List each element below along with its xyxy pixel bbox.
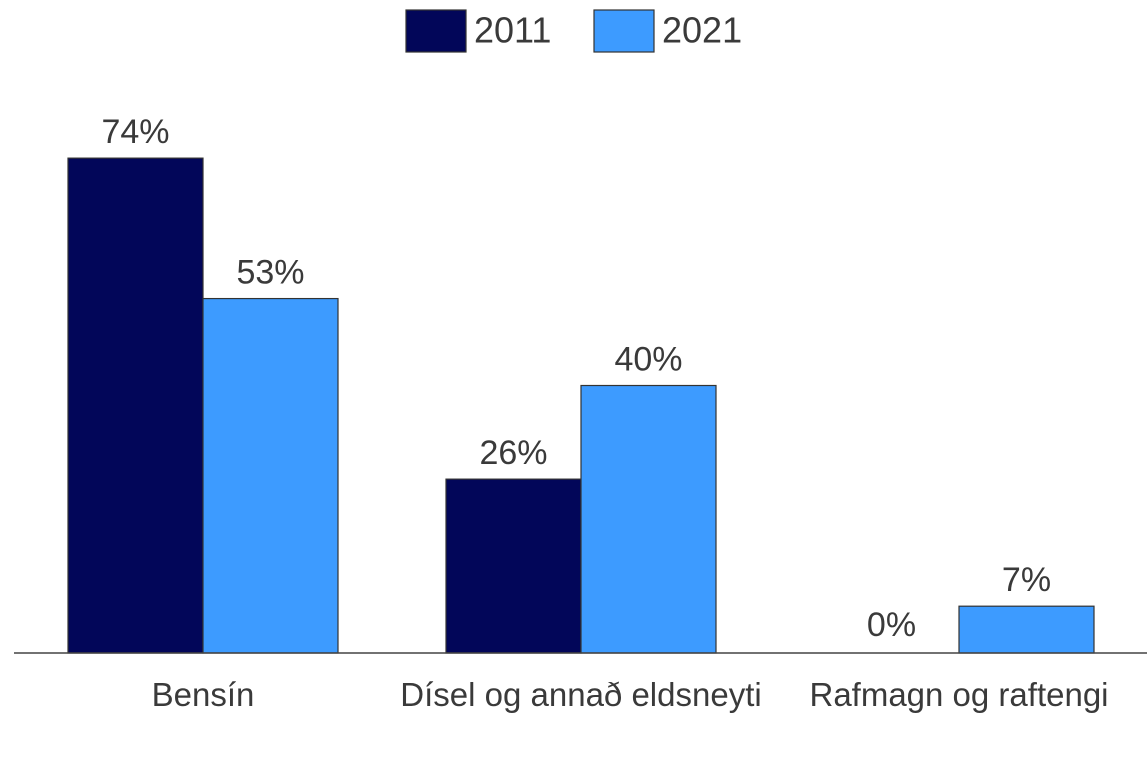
bar [958,605,1095,654]
bar [202,297,339,654]
bar [580,384,717,654]
bar [67,157,204,654]
bar [445,478,582,654]
x-tick-label: Rafmagn og raftengi [809,676,1109,713]
x-tick-label: Bensín [151,676,255,713]
legend-label: 2021 [662,10,742,51]
data-label: 0% [867,606,916,644]
legend-swatch [593,9,655,53]
data-label: 7% [1002,561,1051,599]
legend-swatch [405,9,467,53]
data-label: 40% [614,340,682,378]
data-label: 26% [479,434,547,472]
data-label: 53% [236,254,304,292]
legend-label: 2011 [474,10,551,51]
data-label: 74% [101,113,169,151]
x-tick-label: Dísel og annað eldsneyti [400,676,762,713]
